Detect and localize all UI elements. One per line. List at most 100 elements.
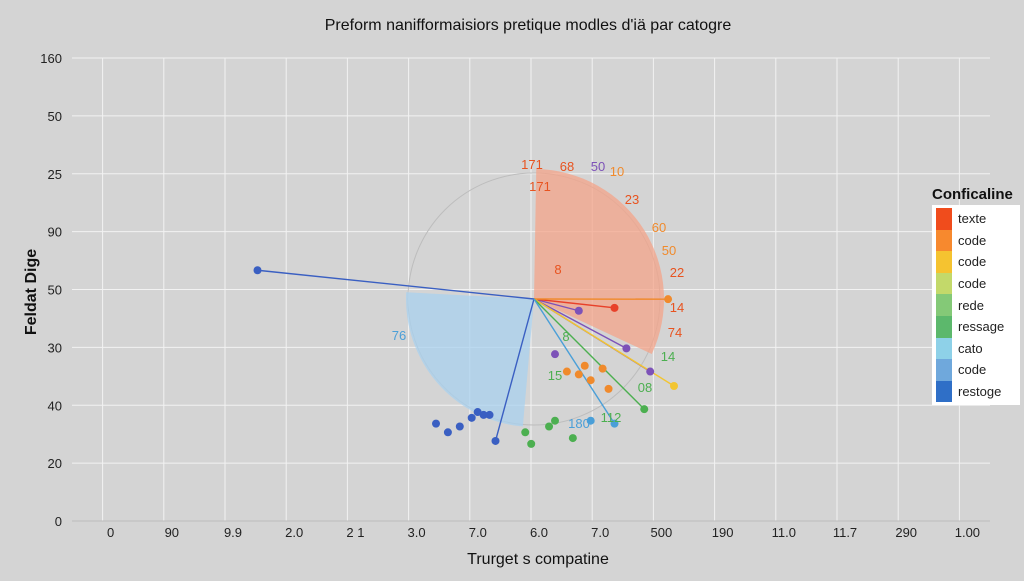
point-restoge (492, 437, 500, 445)
legend-label: restoge (958, 384, 1001, 399)
point-restoge (456, 423, 464, 431)
y-axis-label: Feldat Dige (23, 249, 40, 335)
y-tick-label: 160 (40, 51, 62, 66)
annotation-label: 171 (521, 157, 543, 172)
legend-swatch (936, 381, 952, 403)
legend-body: texte code code code rede ressage cato code rest… (932, 205, 1020, 405)
x-tick-label: 90 (165, 525, 179, 540)
x-tick-label: 11.0 (772, 525, 796, 540)
annotation-label: 50 (662, 243, 676, 258)
legend-label: cato (958, 341, 983, 356)
legend-label: rede (958, 298, 984, 313)
legend-item: restoge (936, 381, 1018, 403)
annotation-label: 68 (560, 159, 574, 174)
x-tick-label: 9.9 (224, 525, 242, 540)
legend-swatch (936, 208, 952, 230)
x-tick-label: 7.0 (469, 525, 487, 540)
point-ressage (545, 423, 553, 431)
legend-swatch (936, 251, 952, 273)
y-tick-label: 50 (48, 109, 62, 124)
chart-title: Preform nanifformaisiors pretique modles… (325, 17, 732, 34)
point-violet (622, 344, 630, 352)
x-tick-label: 290 (895, 525, 917, 540)
y-tick-label: 40 (48, 398, 62, 413)
point-ressage (551, 417, 559, 425)
point-violet (575, 307, 583, 315)
point-code-orange (581, 362, 589, 370)
y-tick-label: 0 (55, 514, 62, 529)
annotation-label: 14 (661, 349, 675, 364)
legend-item: code (936, 230, 1018, 252)
x-tick-label: 11.7 (833, 525, 857, 540)
x-axis-label: Trurget s compatine (467, 551, 609, 568)
x-tick-label: 7.0 (591, 525, 609, 540)
legend-swatch (936, 294, 952, 316)
annotation-label: 8 (554, 262, 561, 277)
legend-label: texte (958, 211, 986, 226)
annotation-label: 50 (591, 159, 605, 174)
y-tick-label: 25 (48, 167, 62, 182)
legend-label: ressage (958, 319, 1004, 334)
x-tick-label: 2 1 (346, 525, 364, 540)
annotation-label: 76 (392, 328, 406, 343)
legend-title: Conficaline (932, 186, 1020, 203)
annotation-label: 10 (610, 164, 624, 179)
annotation-label: 112 (601, 410, 622, 425)
point-restoge (432, 420, 440, 428)
x-tick-label: 6.0 (530, 525, 548, 540)
y-tick-label: 50 (48, 283, 62, 298)
point-code-yellow (670, 382, 678, 390)
annotation-label: 180 (568, 416, 590, 431)
x-tick-label: 1.00 (955, 525, 980, 540)
x-tick-label: 2.0 (285, 525, 303, 540)
legend: Conficaline texte code code code rede ressage… (932, 186, 1020, 405)
point-violet (551, 350, 559, 358)
point-ressage (521, 428, 529, 436)
legend-label: code (958, 276, 986, 291)
point-code-orange (587, 376, 595, 384)
point-code-orange (563, 368, 571, 376)
annotation-label: 23 (625, 192, 639, 207)
point-code-orange (599, 365, 607, 373)
point-restoge (486, 411, 494, 419)
point-ressage (527, 440, 535, 448)
legend-label: code (958, 233, 986, 248)
legend-item: code (936, 273, 1018, 295)
annotation-label: 60 (652, 220, 666, 235)
y-tick-label: 30 (48, 340, 62, 355)
point-code-orange (575, 370, 583, 378)
point-violet (646, 368, 654, 376)
legend-item: rede (936, 294, 1018, 316)
legend-item: ressage (936, 316, 1018, 338)
annotation-label: 15 (548, 368, 562, 383)
x-tick-label: 3.0 (408, 525, 426, 540)
point-code-orange (605, 385, 613, 393)
point-ressage (569, 434, 577, 442)
x-tick-label: 500 (651, 525, 673, 540)
legend-swatch (936, 273, 952, 295)
x-tick-label: 190 (712, 525, 734, 540)
legend-swatch (936, 316, 952, 338)
annotation-label: 74 (668, 325, 682, 340)
legend-swatch (936, 230, 952, 252)
point-texte (611, 304, 619, 312)
annotation-label: 8 (562, 329, 569, 344)
legend-label: code (958, 254, 986, 269)
legend-swatch (936, 359, 952, 381)
point-ressage (640, 405, 648, 413)
y-tick-label: 90 (48, 225, 62, 240)
legend-item: cato (936, 338, 1018, 360)
point-restoge (468, 414, 476, 422)
point-restoge (254, 266, 262, 274)
legend-swatch (936, 338, 952, 360)
point-restoge (444, 428, 452, 436)
annotation-label: 14 (670, 300, 684, 315)
legend-label: code (958, 362, 986, 377)
annotation-label: 08 (638, 380, 652, 395)
annotation-label: 22 (670, 265, 684, 280)
legend-item: code (936, 251, 1018, 273)
